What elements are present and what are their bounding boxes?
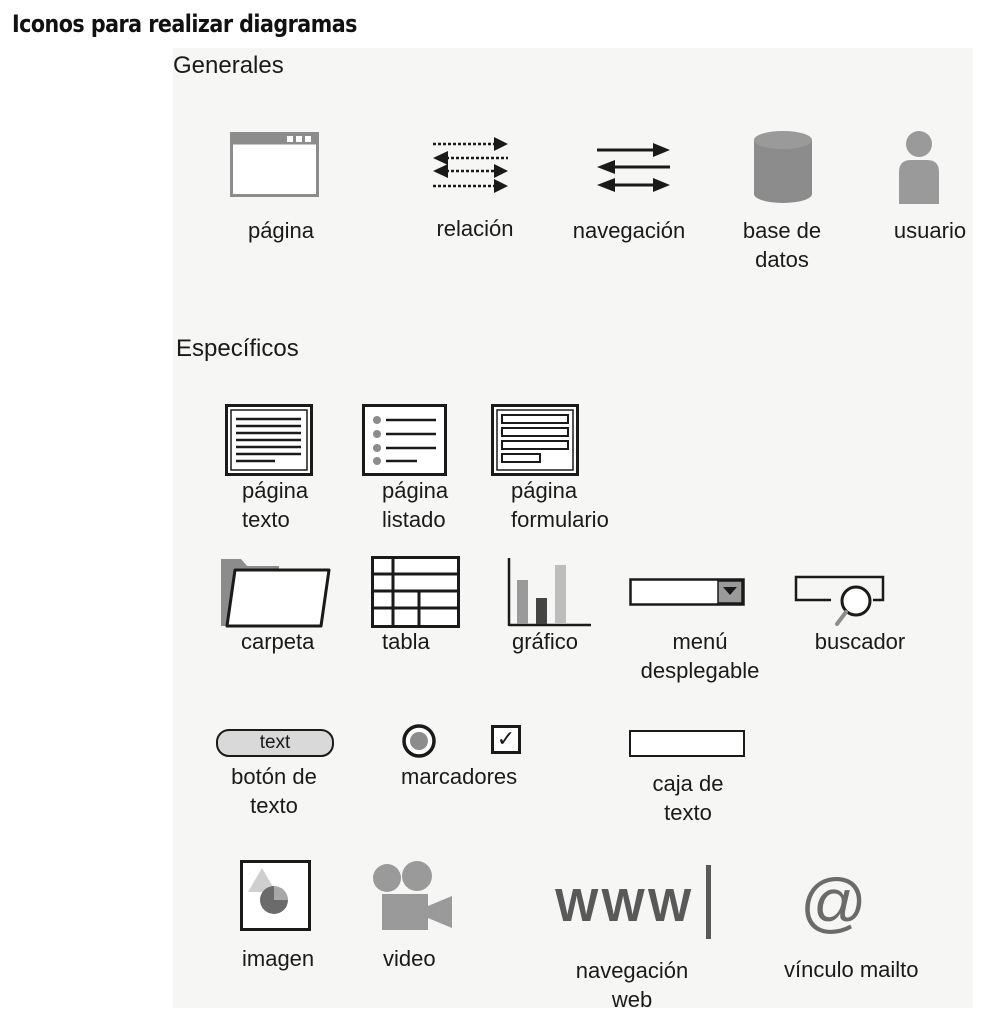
video-camera-icon	[373, 861, 452, 930]
database-icon	[754, 131, 812, 203]
at-sign-icon: @	[800, 865, 867, 939]
label-vinculo-mailto: vínculo mailto	[784, 957, 919, 982]
label-pagina-formulario: página formulario	[511, 478, 609, 532]
folder-icon	[221, 559, 331, 628]
table-icon	[371, 556, 460, 628]
bar-chart-icon	[507, 558, 591, 627]
label-boton-de-texto: botón de texto	[231, 764, 317, 818]
section-title-especificos: Específicos	[176, 335, 299, 362]
label-video: video	[383, 946, 436, 971]
label-grafico: gráfico	[512, 629, 579, 654]
relation-icon	[433, 137, 508, 193]
label-pagina: página	[247, 218, 315, 243]
label-relacion: relación	[436, 216, 514, 241]
www-cursor-icon	[706, 865, 711, 939]
label-marcadores: marcadores	[401, 764, 518, 789]
label-caja-de-texto: caja de texto	[652, 771, 724, 825]
label-pagina-texto: página texto	[242, 478, 309, 532]
text-page-icon	[225, 404, 313, 476]
checkbox-icon[interactable]: ✓	[491, 725, 521, 754]
list-page-icon	[362, 404, 447, 476]
form-page-icon	[491, 404, 579, 476]
navigation-icon	[597, 143, 670, 192]
www-icon: WWW	[555, 879, 695, 931]
search-icon[interactable]	[794, 574, 886, 632]
label-base-de-datos: base de datos	[742, 218, 822, 272]
text-box-icon[interactable]	[629, 730, 745, 757]
page-title: Iconos para realizar diagramas	[12, 10, 357, 38]
label-navegacion: navegación	[572, 218, 686, 243]
page-icon	[230, 132, 319, 197]
dropdown-menu-icon[interactable]	[629, 578, 747, 608]
label-buscador: buscador	[814, 629, 906, 654]
label-pagina-listado: página listado	[382, 478, 449, 532]
user-icon	[899, 131, 939, 204]
image-icon	[240, 860, 311, 931]
label-navegacion-web: navegación web	[575, 958, 689, 1012]
label-imagen: imagen	[242, 946, 315, 971]
label-carpeta: carpeta	[241, 629, 315, 654]
section-title-generales: Generales	[173, 52, 284, 79]
label-tabla: tabla	[382, 629, 430, 654]
radio-icon[interactable]	[400, 722, 438, 760]
label-menu-desplegable: menú desplegable	[640, 629, 760, 683]
text-button-icon[interactable]: text	[216, 729, 334, 757]
label-usuario: usuario	[893, 218, 967, 243]
diagram-panel	[173, 48, 973, 1008]
